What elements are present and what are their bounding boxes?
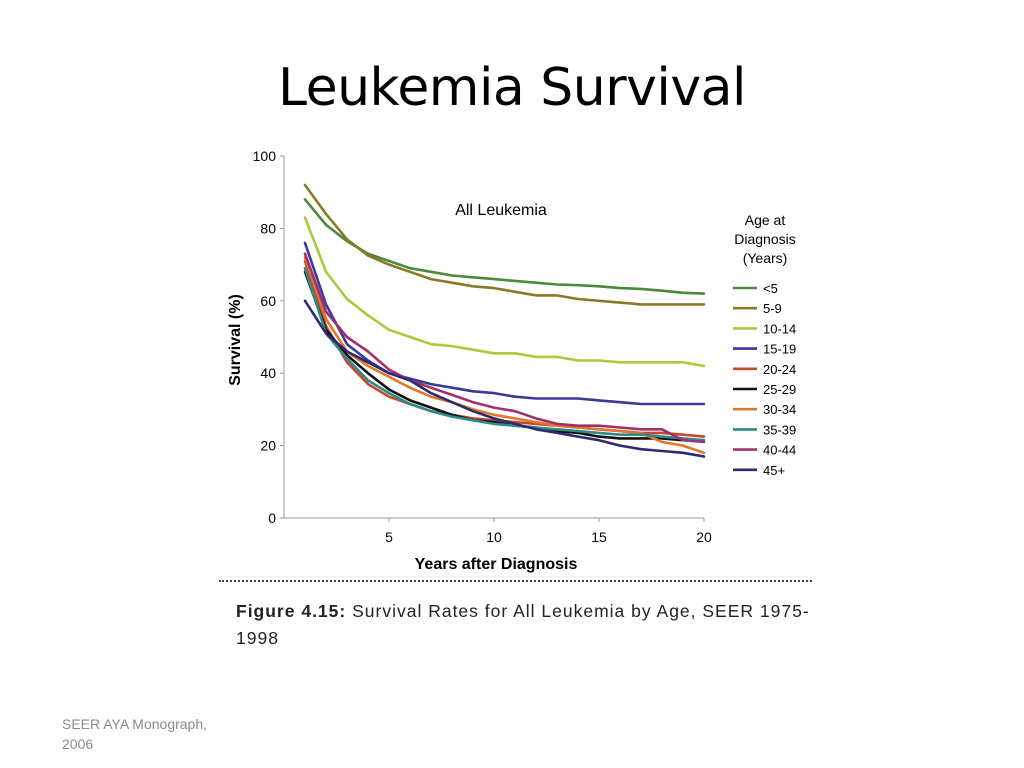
x-tick-label: 10 bbox=[486, 529, 502, 545]
series-line-35-39 bbox=[303, 266, 706, 442]
x-tick-label: 15 bbox=[591, 529, 607, 545]
source-line-1: SEER AYA Monograph, bbox=[62, 716, 208, 732]
legend-title-line-1: Age at bbox=[745, 212, 786, 228]
y-tick-label: 80 bbox=[260, 220, 276, 236]
x-tick-label: 20 bbox=[696, 529, 712, 545]
legend-label: 20-24 bbox=[763, 362, 796, 377]
series-line-30-34 bbox=[303, 256, 706, 455]
y-axis-ticks: 0 20 40 60 80 100 bbox=[253, 148, 284, 526]
legend-label: 25-29 bbox=[763, 382, 796, 397]
legend-label: 5-9 bbox=[763, 301, 782, 316]
y-axis-label: Survival (%) bbox=[227, 294, 244, 386]
legend-label: 30-34 bbox=[763, 402, 796, 417]
source-line-2: 2006 bbox=[62, 736, 94, 752]
y-tick-label: 60 bbox=[260, 293, 276, 309]
caption-label: Figure 4.15: bbox=[236, 601, 347, 621]
legend-label: 35-39 bbox=[763, 422, 796, 437]
legend-label: 40-44 bbox=[763, 443, 796, 458]
legend-label: 45+ bbox=[763, 463, 785, 478]
series-line-25-29 bbox=[303, 270, 706, 442]
slide-title: Leukemia Survival bbox=[278, 58, 746, 118]
legend: Age at Diagnosis (Years) <5 5-9 10-14 15-19… bbox=[733, 212, 796, 478]
legend-label: <5 bbox=[763, 281, 778, 296]
y-tick-label: 40 bbox=[260, 365, 276, 381]
series-line-45+ bbox=[303, 299, 706, 458]
series-line-40-44 bbox=[303, 252, 706, 444]
x-axis-ticks: 5 10 15 20 bbox=[385, 518, 712, 545]
series-line-15-19 bbox=[303, 241, 706, 406]
y-tick-label: 100 bbox=[253, 148, 277, 164]
figure-caption: Figure 4.15: Survival Rates for All Leuk… bbox=[236, 598, 816, 652]
legend-title-line-3: (Years) bbox=[743, 250, 788, 266]
y-tick-label: 20 bbox=[260, 438, 276, 454]
caption-divider bbox=[219, 580, 812, 582]
legend-label: 10-14 bbox=[763, 321, 796, 336]
series-line-10-14 bbox=[303, 216, 706, 368]
chart-title: All Leukemia bbox=[455, 202, 547, 219]
series-lines bbox=[303, 183, 706, 458]
legend-items: <5 5-9 10-14 15-19 20-24 25-29 30-34 35-39 40-44… bbox=[733, 281, 796, 478]
legend-label: 15-19 bbox=[763, 342, 796, 357]
x-tick-label: 5 bbox=[385, 529, 393, 545]
caption-text: Survival Rates for All Leukemia by Age, … bbox=[236, 601, 810, 648]
x-axis-label: Years after Diagnosis bbox=[415, 556, 578, 573]
source-citation: SEER AYA Monograph, 2006 bbox=[62, 714, 262, 754]
series-line-<5 bbox=[303, 198, 706, 295]
legend-title-line-2: Diagnosis bbox=[734, 231, 795, 247]
series-line-5-9 bbox=[303, 183, 706, 306]
y-tick-label: 0 bbox=[268, 510, 276, 526]
